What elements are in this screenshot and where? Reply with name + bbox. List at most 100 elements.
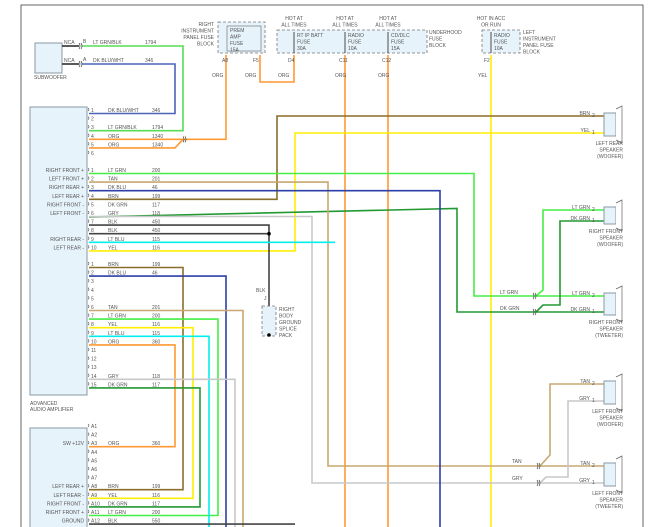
fuse-pin: F5 xyxy=(253,58,259,64)
nca-label: NCA xyxy=(64,58,75,64)
amp-pin-number: 10 xyxy=(91,339,97,345)
wire-brn xyxy=(89,115,604,201)
pin-terminal-icon xyxy=(87,423,90,428)
amp-pin-number: 4 xyxy=(91,134,94,140)
amp-pin-number: 3 xyxy=(91,185,94,191)
speaker-pin: 2 xyxy=(592,207,595,213)
wire-dk-blu xyxy=(89,189,441,527)
wire-color-label: TAN xyxy=(108,305,118,311)
pin-function-label: LEFT FRONT - xyxy=(50,211,84,217)
right-ip-fuse-block-label: PANEL FUSE xyxy=(183,35,214,41)
wire-color-label: TAN xyxy=(580,379,590,385)
amp-pin-number: 1 xyxy=(91,168,94,174)
wire-color-label: LT GRN xyxy=(572,291,590,297)
pin-function-label: LEFT REAR - xyxy=(54,245,85,251)
circuit-number: 199 xyxy=(152,262,161,268)
circuit-number: 115 xyxy=(152,331,160,337)
speaker-cone-icon xyxy=(615,105,623,144)
left-ip-fuse-block-label: PANEL FUSE xyxy=(523,43,554,49)
fuse-label: AMP xyxy=(230,35,242,41)
speaker-label: LEFT FRONT xyxy=(592,491,623,497)
pin-function-label: RIGHT FRONT + xyxy=(46,510,84,516)
wire-color-label: DK GRN xyxy=(571,307,591,313)
radio-pin-number: A12 xyxy=(91,519,100,525)
fuse-label: PREM xyxy=(230,28,244,34)
inline-connector-icon xyxy=(536,479,541,487)
wire-color-label: ORG xyxy=(245,73,257,79)
amp-pin-number: 5 xyxy=(91,296,94,302)
wire-color-label: DK BLU xyxy=(108,271,126,277)
circuit-number: 346 xyxy=(145,58,154,64)
speaker-pin: 2 xyxy=(592,113,595,119)
wire-yel xyxy=(89,132,604,252)
fuse-pin: C12 xyxy=(382,58,391,64)
subwoofer xyxy=(34,42,63,74)
amp-pin-number: 15 xyxy=(91,382,97,388)
wire-color-label: LT GRN/BLK xyxy=(108,125,137,131)
speaker-cone-icon xyxy=(615,373,623,412)
speaker xyxy=(603,380,617,405)
fuse-label: RT IP BATT xyxy=(297,33,323,39)
amp-pin-number: 9 xyxy=(91,331,94,337)
pin-terminal-icon xyxy=(87,202,90,206)
splice-dot xyxy=(267,231,271,236)
splice-pack-label: RIGHT xyxy=(279,307,295,313)
inline-connector-icon xyxy=(182,136,187,143)
splice-pin: J xyxy=(264,296,267,302)
pin-terminal-icon xyxy=(87,304,90,309)
wire-color-label: LT GRN/BLK xyxy=(93,40,122,46)
amp-pin-number: 3 xyxy=(91,279,94,285)
wire-color-label: LT GRN xyxy=(108,168,126,174)
speaker xyxy=(603,206,617,225)
pin-function-label: RIGHT REAR + xyxy=(49,185,84,191)
circuit-number: 200 xyxy=(152,510,161,516)
wire-color-label: YEL xyxy=(108,322,118,328)
circuit-number: 1794 xyxy=(152,125,163,131)
circuit-number: 117 xyxy=(152,202,160,208)
pin-function-label: RIGHT REAR - xyxy=(50,237,84,243)
amp-pin-number: 8 xyxy=(91,322,94,328)
wire-color-label: ORG xyxy=(212,73,224,79)
wire-dk-blu-wht xyxy=(82,63,176,115)
pin-terminal-icon xyxy=(87,278,90,283)
wire-color-label: DK GRN xyxy=(571,216,591,222)
pin-terminal-icon xyxy=(87,261,90,266)
speaker-pin: 1 xyxy=(592,480,595,486)
speaker-cone-icon xyxy=(615,285,623,323)
circuit-number: 201 xyxy=(152,177,161,183)
pin-terminal-icon xyxy=(87,509,90,514)
underhood-fuse-block-label: UNDERHOOD xyxy=(429,30,462,36)
nca-label: NCA xyxy=(64,40,75,46)
inline-connector-icon xyxy=(532,292,537,300)
amp-pin-number: 6 xyxy=(91,305,94,311)
splice-pack-label: SPLICE xyxy=(279,327,297,333)
wire-color-label: ORG xyxy=(108,339,120,345)
splice-pack-label: PACK xyxy=(279,333,293,339)
speaker-cone-icon xyxy=(615,455,623,494)
amp-pin-number: 1 xyxy=(91,108,94,114)
circuit-number: 1340 xyxy=(152,134,163,140)
wire-dk-grn xyxy=(88,207,604,313)
circuit-number: 550 xyxy=(152,519,161,525)
wire-color-label: BLK xyxy=(108,519,118,525)
pin-terminal-icon xyxy=(87,466,90,471)
amp-pin-number: 8 xyxy=(91,228,94,234)
inline-connector-icon xyxy=(78,60,83,68)
speaker-label: SPEAKER xyxy=(599,148,623,154)
wire-color-label: LT GRN xyxy=(500,290,518,296)
speaker-cone-icon xyxy=(615,199,623,232)
radio-pin-number: A7 xyxy=(91,476,97,482)
wire-tan xyxy=(89,309,244,527)
radio-pin-number: A2 xyxy=(91,433,97,439)
fuse-label: CD/DLC xyxy=(391,33,410,39)
amp-pin-number: 12 xyxy=(91,357,97,363)
radio xyxy=(29,427,88,527)
fuse-label: 10A xyxy=(348,46,358,52)
pin-terminal-icon xyxy=(87,296,90,300)
hot-at-label: HOT AT xyxy=(336,16,354,22)
hot-at-label: HOT AT xyxy=(379,16,397,22)
speaker-label: (WOOFER) xyxy=(597,422,623,428)
amp-pin-number: 4 xyxy=(91,194,94,200)
wire-color-label: ORG xyxy=(108,134,120,140)
